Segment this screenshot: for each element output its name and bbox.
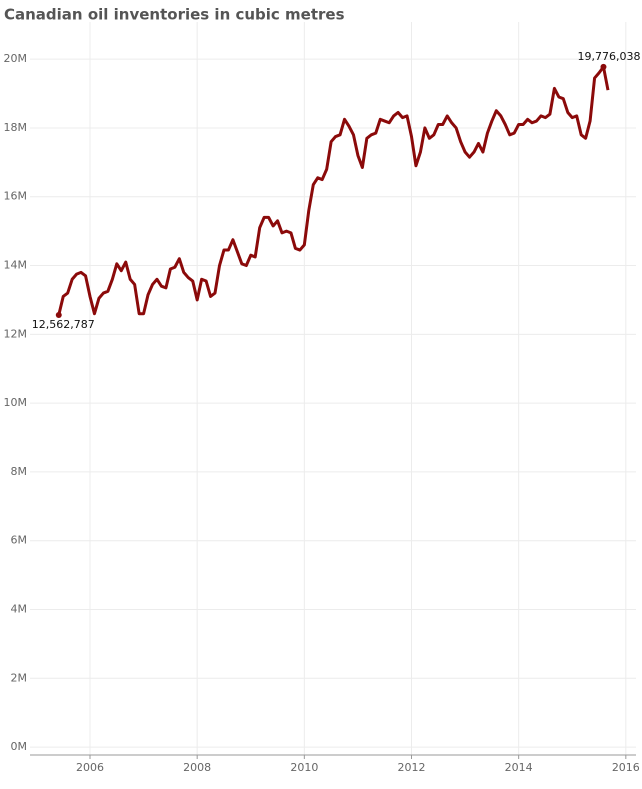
y-tick-label: 20M — [4, 52, 28, 65]
y-tick-label: 6M — [11, 534, 28, 547]
data-line — [57, 65, 610, 316]
x-tick-label: 2010 — [290, 761, 318, 774]
y-tick-label: 18M — [4, 121, 28, 134]
x-tick-label: 2014 — [505, 761, 533, 774]
x-tick-label: 2016 — [612, 761, 640, 774]
y-tick-label: 14M — [4, 259, 28, 272]
x-tick-label: 2012 — [397, 761, 425, 774]
y-tick-label: 4M — [11, 603, 28, 616]
chart-title: Canadian oil inventories in cubic metres — [4, 6, 345, 24]
data-label: 12,562,787 — [32, 318, 95, 331]
x-tick-label: 2008 — [183, 761, 211, 774]
y-tick-label: 0M — [11, 740, 28, 753]
y-tick-label: 8M — [11, 465, 28, 478]
y-tick-label: 12M — [4, 327, 28, 340]
y-tick-label: 2M — [11, 671, 28, 684]
data-label: 19,776,038 — [577, 50, 640, 63]
data-point — [600, 63, 607, 70]
y-tick-label: 10M — [4, 396, 28, 409]
x-tick-label: 2006 — [76, 761, 104, 774]
data-point — [55, 311, 62, 318]
y-tick-label: 16M — [4, 190, 28, 203]
